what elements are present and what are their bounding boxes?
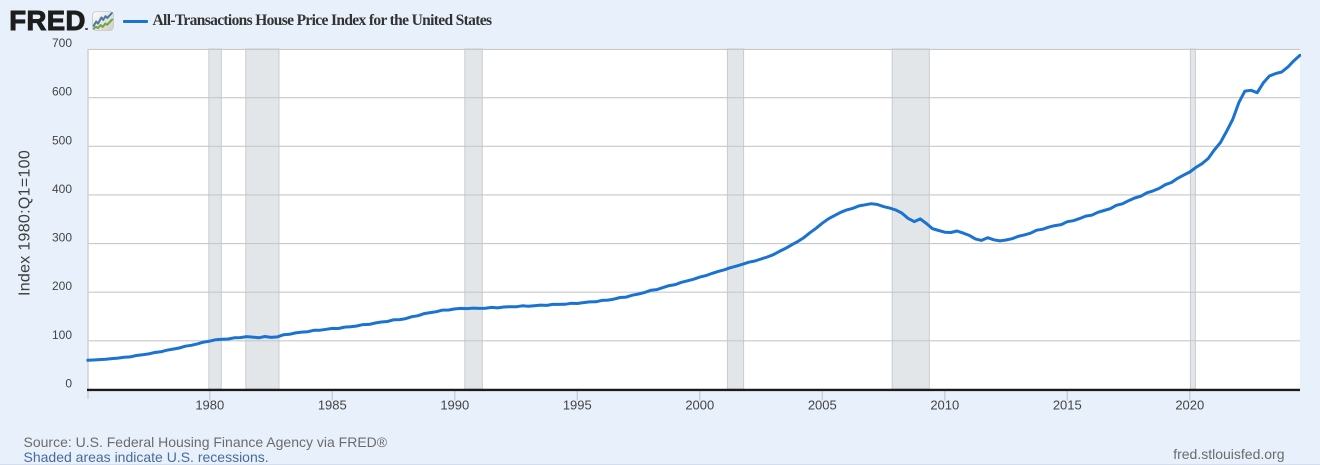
svg-text:2010: 2010 <box>930 398 959 413</box>
svg-text:Index 1980:Q1=100: Index 1980:Q1=100 <box>17 150 34 296</box>
svg-text:600: 600 <box>52 85 72 99</box>
svg-text:200: 200 <box>52 279 72 293</box>
svg-text:100: 100 <box>52 328 72 342</box>
svg-text:500: 500 <box>52 133 72 147</box>
svg-text:700: 700 <box>52 36 72 50</box>
svg-text:2000: 2000 <box>685 398 714 413</box>
svg-text:400: 400 <box>52 182 72 196</box>
svg-text:0: 0 <box>65 377 72 391</box>
svg-text:300: 300 <box>52 231 72 245</box>
svg-text:1980: 1980 <box>195 398 224 413</box>
svg-text:2015: 2015 <box>1053 398 1082 413</box>
svg-text:2020: 2020 <box>1175 398 1204 413</box>
svg-text:1985: 1985 <box>318 398 347 413</box>
svg-text:1990: 1990 <box>440 398 469 413</box>
svg-text:1995: 1995 <box>563 398 592 413</box>
svg-text:FRED: FRED <box>9 5 85 36</box>
svg-text:2005: 2005 <box>808 398 837 413</box>
